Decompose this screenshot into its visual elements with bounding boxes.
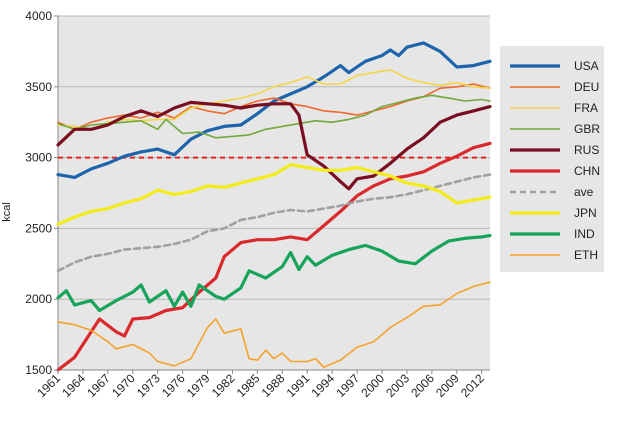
series-line-gbr [57,94,491,139]
series-lines [56,41,492,372]
y-tick-label: 3000 [25,151,52,165]
series-line-fra [57,69,491,131]
x-tick-label: 1985 [234,371,263,400]
x-tick-label: 2012 [458,371,487,400]
legend: USA DEU FRA GBR RUS CHN ave JPN IND ETH [500,46,604,272]
legend-label-rus: RUS [574,143,599,157]
legend-label-usa: USA [574,59,599,73]
y-tick-label: 2500 [25,221,52,235]
x-tick-label: 1997 [333,371,362,400]
series-line-jpn [56,163,492,226]
x-tick-label: 2009 [433,371,462,400]
series-line-ind [56,233,492,313]
x-tick-label: 1982 [209,371,238,400]
x-tick-label: 1994 [308,371,337,400]
x-tick-label: 1970 [109,371,138,400]
x-axis-ticks: 1961196419671970197319761979198219851988… [34,370,487,400]
legend-label-eth: ETH [574,248,598,262]
y-axis-ticks: 1500 2000 2500 3000 3500 4000 [25,9,58,377]
y-tick-label: 1500 [25,363,52,377]
x-tick-label: 1979 [184,371,213,400]
x-tick-label: 2000 [358,371,387,400]
legend-label-fra: FRA [574,101,598,115]
series-line-rus [56,100,492,191]
x-tick-label: 1991 [284,371,313,400]
x-tick-label: 1973 [134,371,163,400]
legend-label-deu: DEU [574,80,599,94]
series-line-eth [57,281,491,368]
legend-label-ave: ave [574,185,594,199]
x-tick-label: 1988 [259,371,288,400]
series-line-usa [56,41,492,179]
x-tick-label: 1967 [84,371,113,400]
x-tick-label: 2006 [408,371,437,400]
y-tick-label: 3500 [25,80,52,94]
y-axis-label: kcal [1,202,13,222]
x-tick-label: 2003 [383,371,412,400]
y-tick-label: 4000 [25,9,52,23]
legend-label-jpn: JPN [574,206,597,220]
legend-label-ind: IND [574,227,595,241]
plot-background [58,16,490,370]
legend-label-chn: CHN [574,164,600,178]
y-tick-label: 2000 [25,292,52,306]
series-line-ave [56,173,492,273]
series-line-chn [56,141,492,372]
legend-label-gbr: GBR [574,122,600,136]
x-tick-label: 1964 [59,371,88,400]
x-tick-label: 1976 [159,371,188,400]
